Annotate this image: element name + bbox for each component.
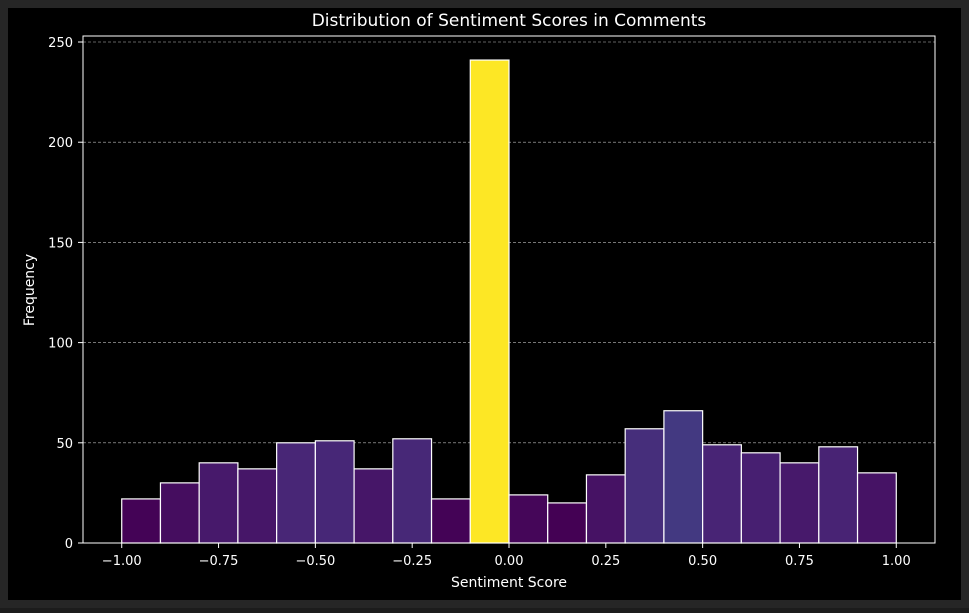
x-tick-label: 0.50	[688, 554, 717, 569]
histogram-bar	[314, 440, 355, 544]
y-axis-label: Frequency	[22, 254, 38, 326]
histogram-bar	[392, 438, 433, 544]
histogram-bar	[624, 428, 665, 544]
histogram-bar	[779, 462, 820, 544]
y-axis-ticks: 0 50 100 150 200 250	[48, 36, 83, 552]
x-tick-label: −0.75	[199, 554, 239, 569]
x-tick-label: 0.25	[591, 554, 620, 569]
y-tick-label: 0	[65, 537, 73, 552]
histogram-bar	[818, 446, 859, 544]
x-tick-label: 0.75	[785, 554, 814, 569]
x-tick-label: −0.50	[295, 554, 335, 569]
histogram-bar	[469, 59, 510, 544]
histogram-bar	[663, 410, 704, 544]
x-tick-label: −1.00	[102, 554, 142, 569]
histogram-bar	[159, 482, 200, 544]
histogram-bar	[276, 442, 316, 544]
histogram-bars	[121, 59, 897, 544]
histogram-bar	[121, 498, 162, 544]
y-tick-label: 150	[48, 236, 73, 251]
x-tick-label: −0.25	[392, 554, 432, 569]
y-tick-label: 200	[48, 136, 73, 151]
histogram-bar	[430, 498, 471, 544]
y-tick-label: 250	[48, 36, 73, 51]
x-axis-label: Sentiment Score	[451, 575, 567, 591]
histogram-bar	[353, 468, 394, 544]
histogram-bar	[702, 444, 742, 544]
chart-title: Distribution of Sentiment Scores in Comm…	[312, 11, 707, 31]
histogram-bar	[508, 494, 549, 544]
x-tick-label: 1.00	[882, 554, 911, 569]
y-tick-label: 100	[48, 337, 73, 352]
histogram-bar	[740, 452, 781, 544]
y-tick-label: 50	[56, 437, 73, 452]
histogram-bar	[547, 502, 588, 544]
x-axis-ticks: −1.00 −0.75 −0.50 −0.25 0.00 0.25 0.50 0.75 1.00	[102, 543, 911, 569]
histogram-bar	[237, 468, 278, 544]
histogram-bar	[585, 474, 626, 544]
x-tick-label: 0.00	[495, 554, 524, 569]
histogram-bar	[856, 472, 897, 544]
histogram-bar	[198, 462, 239, 544]
